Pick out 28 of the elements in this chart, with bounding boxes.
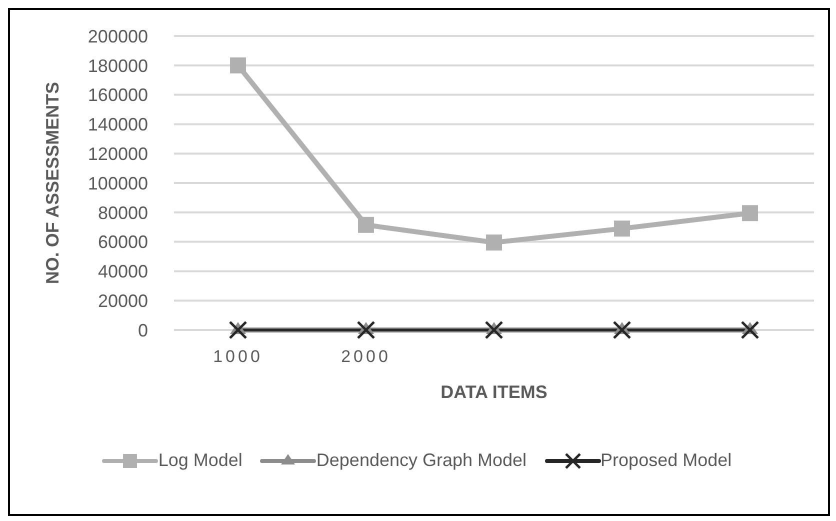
point xyxy=(486,234,502,251)
y-tick-label: 120000 xyxy=(88,144,148,164)
point xyxy=(358,216,374,233)
y-tick-label: 180000 xyxy=(88,56,148,76)
y-tick-label: 20000 xyxy=(98,290,148,311)
y-tick-label: 0 xyxy=(138,320,148,340)
point xyxy=(356,320,376,340)
y-tick-label: 140000 xyxy=(88,114,148,135)
point xyxy=(484,320,504,340)
y-tick-label: 60000 xyxy=(98,232,148,252)
legend-label: Log Model xyxy=(158,450,242,471)
point xyxy=(740,320,760,340)
y-tick-label: 200000 xyxy=(88,26,148,46)
point xyxy=(742,205,758,222)
y-tick-label: 100000 xyxy=(88,173,148,194)
x-axis-title: DATA ITEMS xyxy=(440,382,548,402)
y-axis-title: NO. OF ASSESSMENTS xyxy=(42,82,62,284)
point xyxy=(612,320,632,340)
x-tick-label: 1000 xyxy=(213,347,263,366)
legend-label: Proposed Model xyxy=(600,450,732,471)
y-tick-label: 40000 xyxy=(98,262,148,282)
legend-label: Dependency Graph Model xyxy=(316,450,527,471)
y-tick-label: 160000 xyxy=(88,85,148,106)
y-tick-label: 80000 xyxy=(98,202,148,223)
x-tick-label: 2000 xyxy=(341,347,391,366)
point xyxy=(230,57,246,74)
point xyxy=(614,220,630,237)
point xyxy=(228,320,248,340)
